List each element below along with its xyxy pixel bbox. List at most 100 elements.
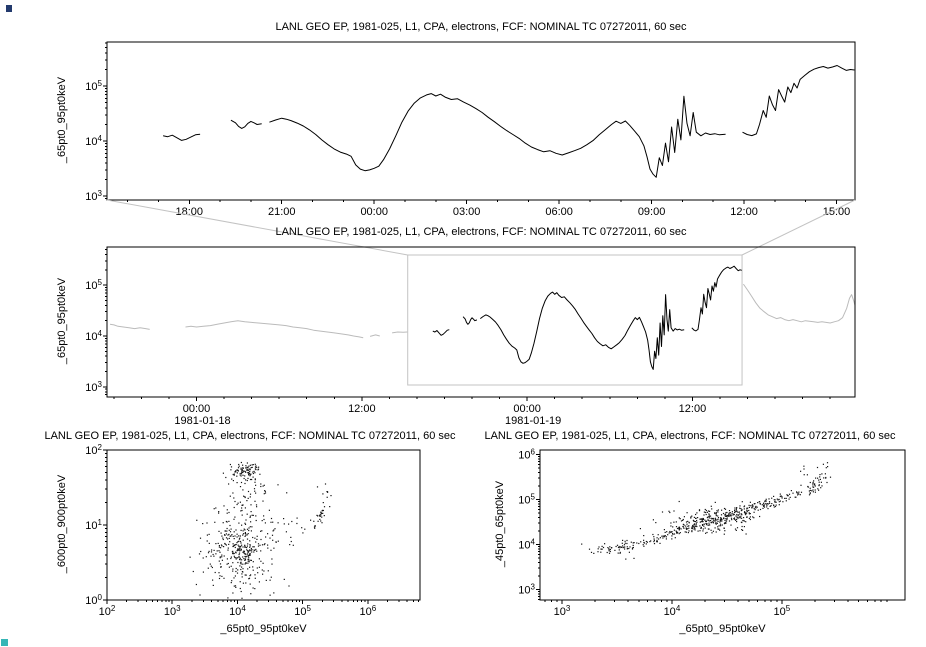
y-tick-label: 102 [85, 443, 102, 457]
scatter-point [226, 530, 228, 532]
scatter-point [224, 543, 226, 545]
scatter-point [238, 540, 240, 542]
scatter-point [710, 522, 712, 524]
context-plot-area[interactable] [107, 247, 855, 397]
scatter-point [254, 463, 256, 465]
scatter-point [236, 475, 238, 477]
scatter-point [239, 587, 241, 590]
scatter-point [251, 549, 253, 551]
scatter-point [664, 531, 666, 533]
scatter-point [231, 478, 233, 480]
scatter-point [241, 576, 243, 578]
scatter-point [310, 519, 312, 521]
scatter-point [751, 504, 753, 506]
scatter-point [240, 561, 242, 563]
scatter-point [643, 535, 645, 537]
context-axes-frame [106, 246, 856, 398]
scatter-point [256, 466, 258, 469]
scatter-point [322, 493, 324, 495]
scatter-point [717, 509, 719, 511]
scatter-point [724, 519, 726, 521]
scatter-point [232, 480, 234, 482]
scatter-point [695, 523, 697, 525]
scatter-point [698, 510, 701, 512]
scatter-point [218, 572, 220, 574]
scatter-point [800, 491, 803, 493]
scatter-point [264, 492, 267, 494]
scatter-point [719, 523, 722, 525]
scatter-point [818, 484, 820, 486]
scatter-point [273, 529, 275, 531]
scatter-point [245, 562, 247, 564]
scatter-point [245, 556, 247, 558]
scatter-point [719, 529, 721, 531]
scatter-point [233, 577, 235, 579]
scatter-point [686, 523, 688, 525]
scatter-point [263, 570, 265, 572]
scatter-point [676, 532, 678, 534]
scatter-point [202, 523, 204, 525]
scatter-point [230, 556, 232, 558]
scatter-point [236, 469, 238, 471]
scatter-point [707, 519, 709, 521]
scatter-point [270, 517, 273, 520]
scatter-point [239, 474, 241, 476]
scatter-point [237, 549, 239, 551]
scatter-point [700, 527, 702, 529]
scatter-600-900-plot-area[interactable] [107, 450, 420, 600]
scatter-point [230, 557, 232, 560]
scatter-point [243, 550, 245, 552]
scatter-point [687, 525, 689, 527]
scatter-point [608, 549, 610, 551]
x-tick-label: 00:00 [360, 206, 388, 218]
scatter-point [255, 548, 257, 550]
scatter-point [245, 574, 247, 576]
scatter-point [676, 531, 678, 533]
scatter-point [221, 575, 223, 577]
scatter-600-900-axis-labels: 100 101 102 102 103 104 105 106 [85, 443, 420, 618]
scatter-point [708, 522, 710, 524]
scatter-point [712, 530, 714, 532]
zoom-selection-box[interactable] [407, 254, 743, 386]
scatter-point [711, 518, 713, 520]
scatter-point [741, 514, 743, 516]
scatter-point [246, 469, 248, 471]
scatter-point [741, 529, 743, 531]
scatter-point [244, 496, 246, 499]
scatter-point [271, 558, 273, 560]
scatter-point [247, 533, 249, 535]
top-detail-ylabel: _65pt0_95pt0keV [56, 76, 68, 164]
scatter-point [232, 552, 234, 554]
scatter-point [765, 500, 767, 502]
scatter-point [738, 511, 740, 513]
scatter-point [631, 548, 634, 550]
zoom-connector-left-line [106, 199, 408, 256]
scatter-point [259, 473, 261, 475]
scatter-point [199, 594, 201, 596]
scatter-point [233, 474, 235, 476]
scatter-point [216, 550, 218, 552]
scatter-point [230, 469, 232, 471]
scatter-point [714, 527, 716, 529]
scatter-point [322, 509, 324, 512]
scatter-point [645, 540, 647, 543]
scatter-point [255, 519, 257, 522]
top-detail-plot-area[interactable] [107, 42, 855, 200]
scatter-point [719, 520, 722, 522]
scatter-point [247, 477, 249, 479]
scatter-point [227, 538, 229, 540]
scatter-point [739, 505, 741, 507]
scatter-point [753, 517, 755, 519]
scatter-point [794, 496, 796, 498]
scatter-point [321, 516, 323, 518]
scatter-point [665, 536, 667, 538]
scatter-point [744, 513, 746, 515]
scatter-point [808, 490, 810, 492]
scatter-point [725, 522, 727, 524]
scatter-point [268, 509, 270, 511]
scatter-point [748, 513, 750, 515]
scatter-point [724, 530, 726, 532]
scatter-point [721, 509, 723, 511]
scatter-point [737, 511, 739, 513]
